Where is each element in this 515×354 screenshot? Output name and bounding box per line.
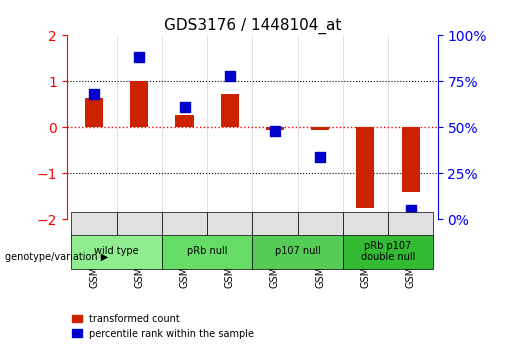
Text: pRb null: pRb null (187, 246, 228, 256)
Bar (402, 127, 420, 192)
FancyBboxPatch shape (207, 212, 252, 235)
FancyBboxPatch shape (343, 234, 433, 269)
Point (271, 128, 279, 134)
Bar (266, 127, 284, 130)
FancyBboxPatch shape (117, 212, 162, 235)
Text: pRb p107
double null: pRb p107 double null (361, 240, 415, 262)
Point (135, 55, 143, 60)
Point (226, 73, 234, 79)
Point (406, 207, 415, 213)
Text: p107 null: p107 null (274, 246, 320, 256)
FancyBboxPatch shape (252, 234, 343, 269)
FancyBboxPatch shape (72, 234, 162, 269)
Title: GDS3176 / 1448104_at: GDS3176 / 1448104_at (164, 18, 341, 34)
Point (362, 217, 370, 222)
FancyBboxPatch shape (162, 212, 207, 235)
Bar (130, 81, 148, 127)
Bar (85, 97, 103, 127)
Point (180, 104, 188, 110)
Text: genotype/variation ▶: genotype/variation ▶ (5, 252, 108, 262)
Point (90, 91, 98, 97)
FancyBboxPatch shape (162, 234, 252, 269)
FancyBboxPatch shape (72, 212, 117, 235)
Text: wild type: wild type (94, 246, 139, 256)
FancyBboxPatch shape (298, 212, 343, 235)
Point (316, 154, 324, 160)
FancyBboxPatch shape (388, 212, 433, 235)
FancyBboxPatch shape (252, 212, 298, 235)
Legend: transformed count, percentile rank within the sample: transformed count, percentile rank withi… (72, 314, 254, 338)
FancyBboxPatch shape (343, 212, 388, 235)
Bar (176, 115, 194, 127)
Bar (356, 127, 374, 208)
Bar (311, 127, 329, 130)
Bar (221, 94, 239, 127)
